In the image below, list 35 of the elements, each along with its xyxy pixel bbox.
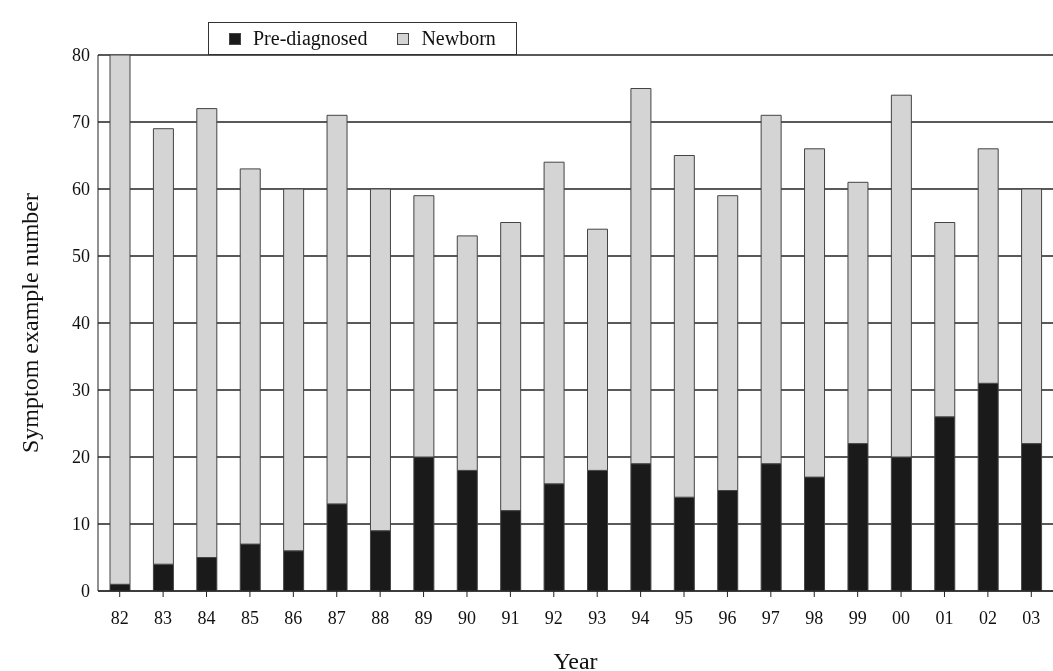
y-tick-label: 0 xyxy=(81,581,90,602)
x-tick-label: 99 xyxy=(848,607,867,628)
x-tick-label: 93 xyxy=(588,607,607,628)
y-tick-label: 80 xyxy=(72,45,90,66)
y-tick-label: 70 xyxy=(72,112,90,133)
x-tick-label: 02 xyxy=(978,607,997,628)
x-tick-label: 98 xyxy=(805,607,824,628)
x-tick-label: 97 xyxy=(761,607,780,628)
x-tick-label: 84 xyxy=(197,607,216,628)
x-tick-label: 96 xyxy=(718,607,737,628)
x-tick-label: 94 xyxy=(631,607,650,628)
x-tick-label: 01 xyxy=(935,607,954,628)
y-tick-label: 10 xyxy=(72,514,90,535)
y-axis-title: Symptom example number xyxy=(16,193,43,453)
x-tick-label: 92 xyxy=(544,607,563,628)
y-tick-label: 20 xyxy=(72,447,90,468)
x-tick-label: 90 xyxy=(457,607,476,628)
x-tick-label: 87 xyxy=(327,607,346,628)
y-tick-label: 40 xyxy=(72,313,90,334)
x-tick-label: 95 xyxy=(675,607,694,628)
x-tick-label: 00 xyxy=(892,607,911,628)
x-tick-label: 82 xyxy=(110,607,129,628)
x-tick-label: 83 xyxy=(154,607,173,628)
legend-label: Pre-diagnosed xyxy=(253,27,368,50)
x-axis-title: Year xyxy=(553,648,598,671)
legend-label: Newborn xyxy=(421,27,496,50)
x-tick-label: 85 xyxy=(240,607,259,628)
x-tick-label: 03 xyxy=(1022,607,1041,628)
x-tick-label: 89 xyxy=(414,607,433,628)
x-tick-label: 88 xyxy=(371,607,390,628)
y-tick-label: 30 xyxy=(72,380,90,401)
y-tick-label: 50 xyxy=(72,246,90,267)
x-tick-label: 86 xyxy=(284,607,303,628)
y-tick-label: 60 xyxy=(72,179,90,200)
x-tick-label: 91 xyxy=(501,607,520,628)
